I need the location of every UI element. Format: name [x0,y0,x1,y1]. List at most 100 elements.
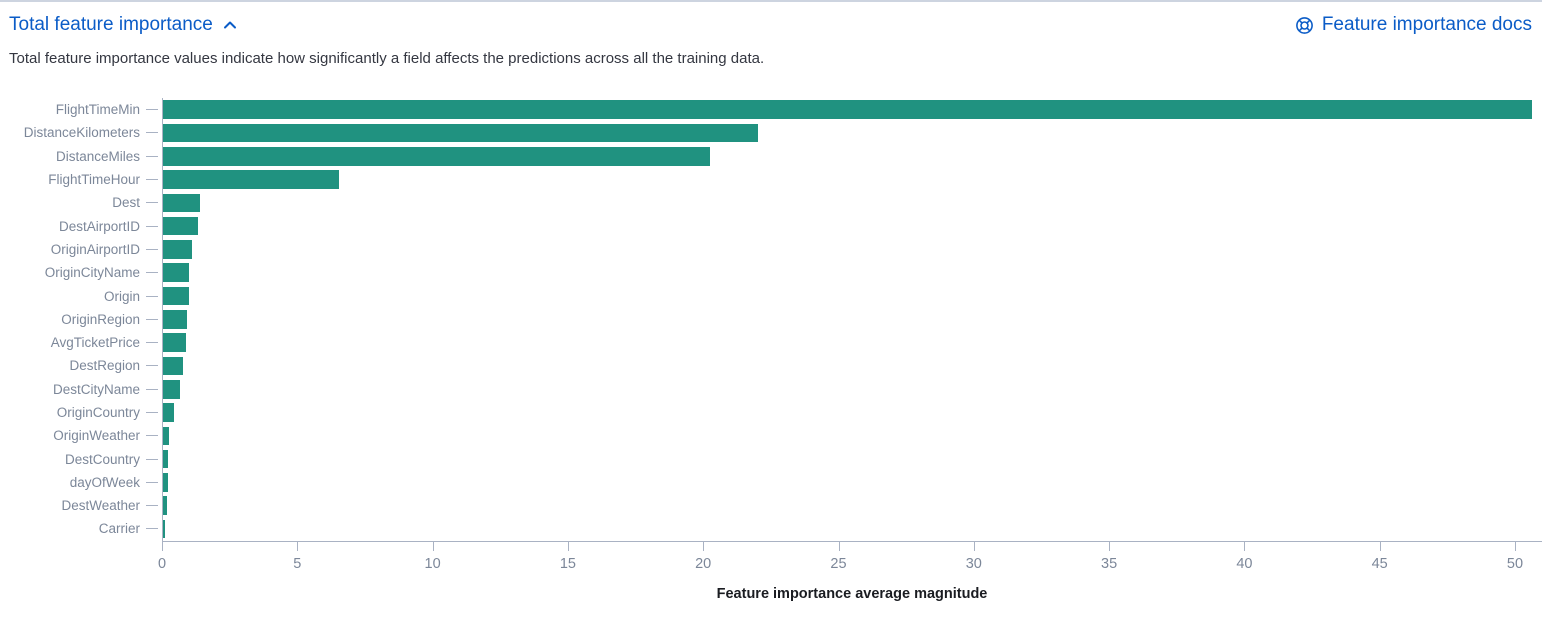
x-axis: Feature importance average magnitude 0 5 1… [158,540,1542,611]
y-axis-label: OriginCityName [44,265,140,281]
x-axis-tick [1379,541,1381,551]
x-axis-tick-label: 5 [293,555,302,572]
y-axis-tick [146,272,158,274]
bar-track [162,330,1542,355]
y-axis-label: FlightTimeMin [55,102,140,118]
x-axis-tick [297,541,299,551]
total-feature-importance-toggle[interactable]: Total feature importance [9,14,238,36]
chart-row: DistanceKilometers [0,121,1542,145]
bar-DistanceMiles [163,146,710,166]
chart-row: Origin [0,284,1542,308]
x-axis-tick [703,541,705,551]
bar-track [162,98,1542,122]
y-axis-label: OriginRegion [61,311,140,327]
bar-AvgTicketPrice [163,333,186,352]
x-axis-title: Feature importance average magnitude [716,585,988,602]
chart-row: DestCountry [0,447,1542,471]
bar-OriginCountry [163,403,175,422]
y-axis-label: OriginCountry [56,405,140,420]
chart-row: OriginRegion [0,307,1542,331]
x-axis-tick [162,541,163,551]
section-description: Total feature importance values indicate… [9,50,765,67]
chart-row: AvgTicketPrice [0,330,1542,355]
x-axis-tick [838,541,840,551]
x-axis-tick-label: 25 [830,555,847,572]
x-axis-tick-label: 20 [695,555,712,572]
y-axis-label: OriginWeather [53,428,140,444]
panel-top-border [0,0,1542,2]
bar-DestWeather [163,496,167,515]
y-axis-tick [146,155,158,157]
x-axis-tick-label: 15 [559,555,576,572]
y-axis-tick [146,248,158,250]
feature-importance-docs-link[interactable]: Feature importance docs [1295,14,1532,36]
chart-row: OriginAirportID [0,237,1542,262]
chart-row: OriginCityName [0,261,1542,285]
chart-row: OriginCountry [0,400,1542,425]
y-axis-tick [146,412,158,413]
panel-header: Total feature importance Feature importa… [0,2,1542,36]
x-axis-tick [1244,541,1246,551]
chart-row: dayOfWeek [0,470,1542,495]
bar-OriginRegion [163,310,188,329]
chart-row: DistanceMiles [0,144,1542,168]
bar-track [162,284,1542,308]
y-axis-tick [146,365,158,367]
y-axis-label: DestWeather [61,498,140,514]
y-axis-label: DestCityName [52,381,140,397]
bar-track [162,237,1542,262]
bar-track [162,517,1542,541]
plot-rows: FlightTimeMin DistanceKilometers DistanceM… [0,98,1542,541]
bar-DestCityName [163,379,181,399]
x-axis-tick [973,541,975,551]
bar-track [162,400,1542,425]
docs-link-label: Feature importance docs [1321,14,1532,35]
y-axis-tick [146,458,158,460]
bar-track [162,214,1542,238]
y-axis-label: dayOfWeek [69,474,140,490]
bar-track [162,354,1542,378]
bar-track [162,494,1542,518]
bar-FlightTimeHour [163,170,339,189]
feature-importance-chart: FlightTimeMin DistanceKilometers DistanceM… [0,98,1542,611]
bar-track [162,424,1542,448]
bar-FlightTimeMin [163,100,1533,119]
chart-row: DestCityName [0,377,1542,401]
bar-OriginCityName [163,263,190,283]
bar-Dest [163,193,201,213]
x-axis-tick [1515,541,1516,551]
bar-track [162,470,1542,495]
chart-row: DestWeather [0,494,1542,518]
x-axis-tick-label: 35 [1101,555,1118,572]
x-axis-tick [432,541,434,551]
x-axis-tick-label: 40 [1236,555,1253,572]
y-axis-tick [146,528,158,530]
chart-row: FlightTimeMin [0,98,1542,122]
y-axis-label: DestCountry [64,451,140,467]
y-axis-tick [146,435,158,437]
y-axis-tick [146,295,158,297]
x-axis-tick-label: 45 [1371,555,1388,572]
bar-track [162,447,1542,471]
bar-track [162,167,1542,192]
y-axis-label: DestRegion [69,358,140,374]
bar-track [162,377,1542,401]
bar-track [162,144,1542,168]
y-axis-label: DistanceMiles [55,148,140,164]
bar-Origin [163,286,189,306]
bar-dayOfWeek [163,473,168,492]
y-axis-label: AvgTicketPrice [50,335,140,351]
chart-row: FlightTimeHour [0,167,1542,192]
bar-Carrier [163,519,165,539]
chart-row: Dest [0,191,1542,215]
chevron-up-icon [222,17,238,33]
y-axis-tick [146,505,158,507]
y-axis-tick [146,109,158,111]
chart-row: OriginWeather [0,424,1542,448]
y-axis-label: DestAirportID [58,218,140,234]
y-axis-label: Carrier [98,521,140,537]
y-axis-label: FlightTimeHour [48,172,140,188]
lifebuoy-docs-icon [1295,16,1314,35]
bar-DestCountry [163,449,168,469]
bar-OriginAirportID [163,240,193,259]
